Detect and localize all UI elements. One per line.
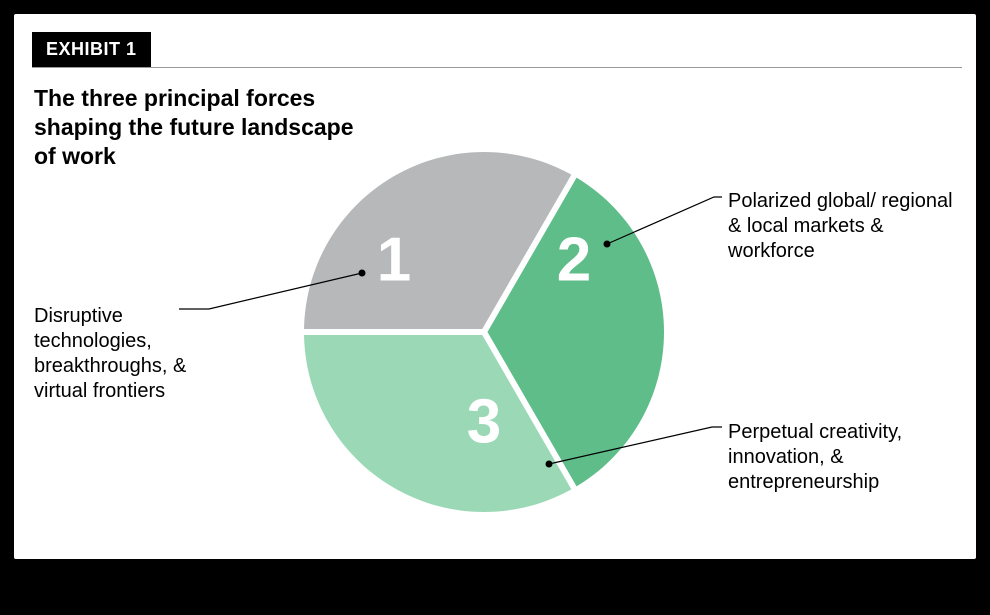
slice-number-1: 1 bbox=[377, 225, 411, 294]
slice-label-2: Polarized global/ regional & local marke… bbox=[728, 189, 958, 264]
leader-dot-3 bbox=[546, 461, 553, 468]
slice-number-2: 2 bbox=[557, 225, 591, 294]
leader-dot-2 bbox=[604, 241, 611, 248]
slice-label-1: Disruptive technologies, breakthroughs, … bbox=[34, 304, 214, 404]
exhibit-panel: EXHIBIT 1 The three principal forces sha… bbox=[14, 14, 976, 559]
slice-number-3: 3 bbox=[467, 387, 501, 456]
slice-label-3: Perpetual creativity, innovation, & entr… bbox=[728, 420, 958, 495]
leader-dot-1 bbox=[359, 270, 366, 277]
